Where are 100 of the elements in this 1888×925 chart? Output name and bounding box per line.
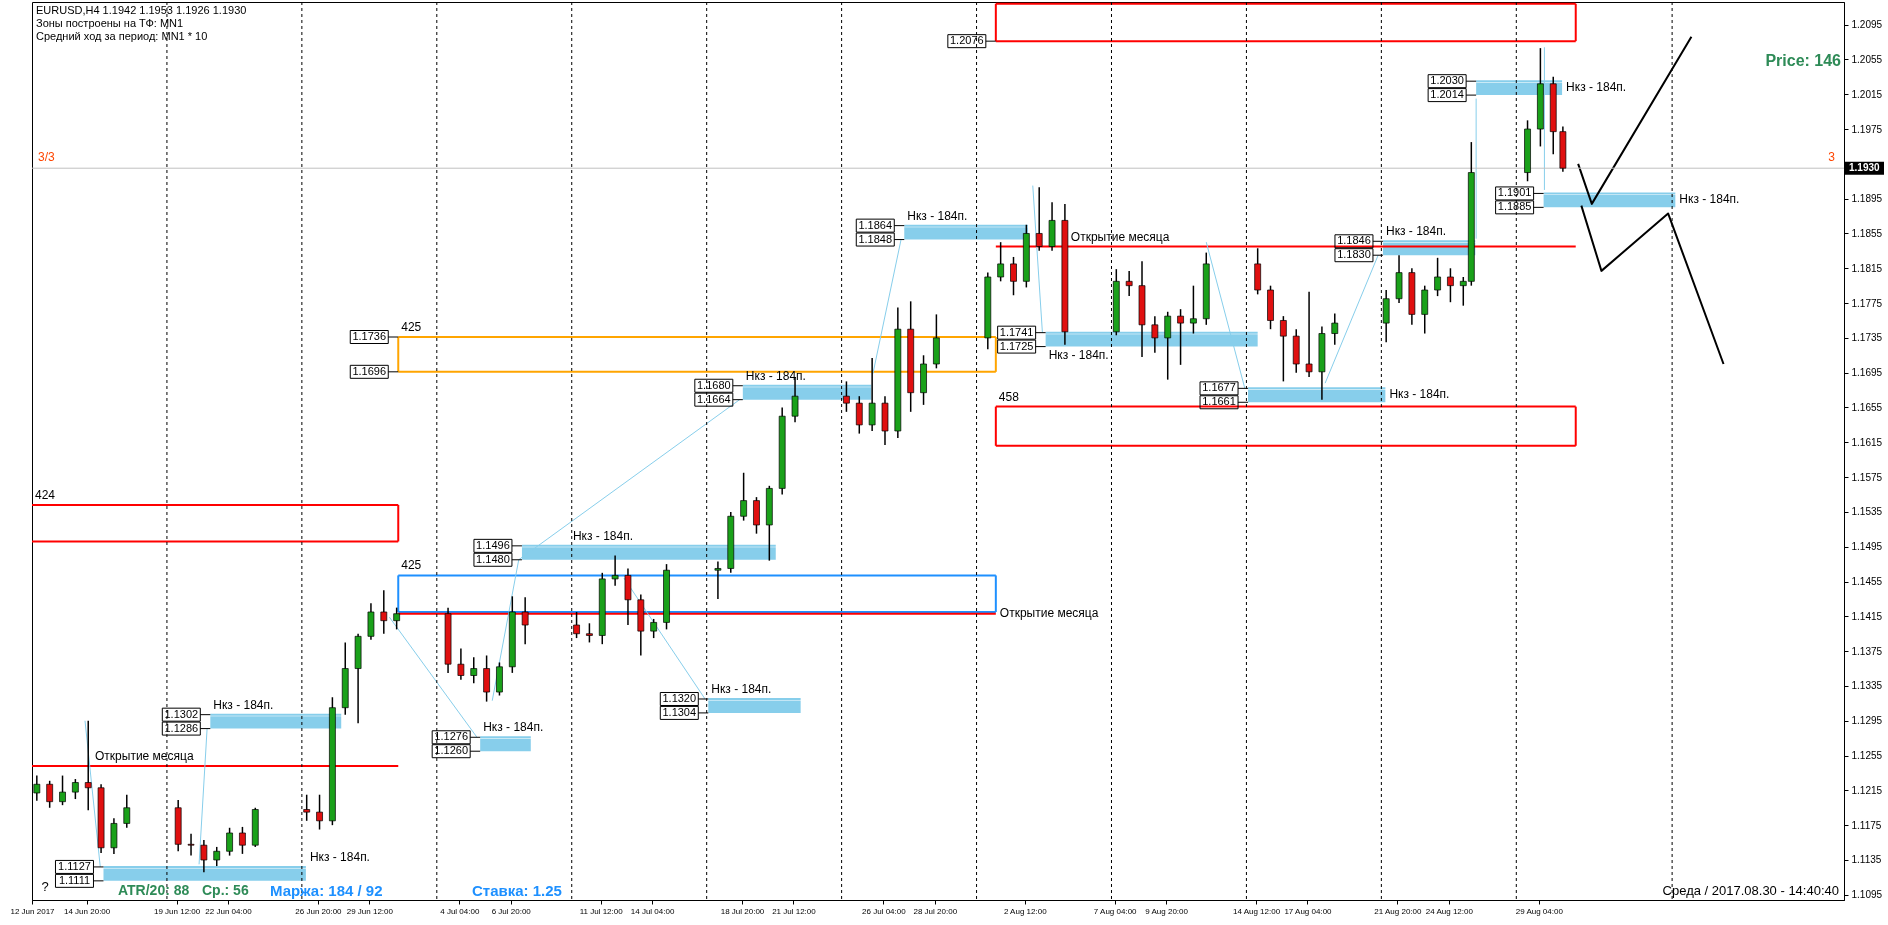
y-tick-label: 1.1535	[1851, 506, 1883, 518]
annotation: 1.1276	[434, 730, 469, 743]
annotation: 1.1260	[434, 744, 469, 757]
annotation: Price: 146	[1765, 52, 1842, 69]
y-tick-label: 1.1575	[1851, 471, 1883, 483]
annotation: 1.1480	[476, 552, 510, 565]
annotation: 1.2030	[1430, 74, 1464, 87]
x-tick-label: 4 Jul 04:00	[440, 906, 480, 916]
y-tick-label: 1.1215	[1851, 784, 1883, 796]
annotation: 1.1302	[164, 707, 199, 720]
annotation: 1.1664	[697, 392, 731, 405]
annotation: EURUSD,H4 1.1942 1.1953 1.1926 1.1930	[36, 4, 247, 16]
series-label: Нкз - 184п.	[1389, 387, 1450, 402]
annotation: 1.1304	[662, 705, 697, 718]
y-tick-label: 1.1295	[1851, 715, 1883, 727]
x-tick-label: 21 Aug 20:00	[1374, 906, 1423, 916]
annotation: 1.1848	[858, 232, 893, 245]
x-tick-label: 24 Aug 12:00	[1425, 906, 1474, 916]
y-tick-label: 1.1695	[1851, 367, 1883, 379]
y-tick-label: 1.2055	[1851, 53, 1883, 65]
series-label: 425	[401, 558, 422, 573]
x-tick-label: 29 Jun 12:00	[346, 906, 394, 916]
y-tick-label: 1.1775	[1851, 297, 1883, 309]
x-tick-label: 7 Aug 04:00	[1093, 906, 1138, 916]
y-tick-label: 1.1735	[1851, 332, 1883, 344]
series-label: Открытие месяца	[95, 749, 194, 763]
series-label: Нкз - 184п.	[1048, 347, 1109, 362]
annotation: Маржа: 184 / 92	[270, 882, 383, 899]
annotation: 1.1286	[164, 721, 199, 734]
annotation: Зоны построены на ТФ: MN1	[36, 17, 184, 29]
annotation: 1.1496	[476, 538, 510, 551]
x-tick-label: 14 Jun 20:00	[63, 906, 111, 916]
annotation: 1.1680	[697, 378, 731, 391]
y-tick-label: 1.1975	[1851, 123, 1883, 135]
series-label: Нкз - 184п.	[745, 368, 806, 383]
series-label: Нкз - 184п.	[572, 528, 634, 543]
y-tick-label: 1.1255	[1851, 750, 1883, 762]
x-tick-label: 28 Jul 20:00	[913, 906, 958, 916]
x-tick-label: 22 Jun 04:00	[205, 906, 253, 916]
y-tick-label: 1.1655	[1851, 401, 1883, 413]
x-tick-label: 14 Jul 04:00	[630, 906, 675, 916]
series-label: Открытие месяца	[999, 605, 1099, 620]
annotation: 1.1127	[58, 859, 91, 872]
y-tick-label: 1.1415	[1851, 610, 1883, 622]
annotation: 1.1320	[662, 691, 697, 704]
y-tick-label: 1.1815	[1851, 262, 1883, 274]
series-label: Нкз - 184п.	[1566, 80, 1627, 95]
x-tick-label: 14 Aug 12:00	[1232, 906, 1281, 916]
series-label: Нкз - 184п.	[1385, 224, 1447, 239]
annotation: Ставка: 1.25	[472, 882, 562, 899]
annotation: ?	[41, 879, 49, 894]
annotation: 1.1736	[352, 330, 387, 343]
annotation: 1.1111	[58, 873, 91, 886]
x-tick-label: 9 Aug 20:00	[1145, 906, 1189, 916]
series-label: Нкз - 184п.	[1679, 192, 1740, 207]
series-label: 458	[998, 389, 1020, 404]
series-label: Нкз - 184п.	[309, 849, 370, 864]
annotation: 1.1661	[1202, 395, 1236, 408]
annotation: 1.1864	[858, 218, 893, 231]
y-tick-label: 1.1095	[1851, 889, 1883, 901]
annotation: 1.1741	[999, 325, 1034, 338]
x-tick-label: 11 Jul 12:00	[579, 906, 624, 916]
y-tick-label: 1.1455	[1851, 576, 1883, 588]
y-tick-label: 1.1135	[1851, 854, 1882, 866]
x-tick-label: 2 Aug 12:00	[1003, 906, 1048, 916]
annotation: 1.2076	[950, 34, 984, 47]
annotation: ATR/20: 88	[118, 882, 190, 898]
x-tick-label: 29 Aug 04:00	[1515, 906, 1564, 916]
annotation: Ср.: 56	[202, 882, 249, 898]
annotation: 1.1677	[1202, 381, 1236, 394]
x-tick-label: 18 Jul 20:00	[720, 906, 765, 916]
y-tick-label: 1.1175	[1851, 819, 1882, 831]
y-tick-label: 1.1495	[1851, 541, 1883, 553]
annotation: 1.1885	[1497, 200, 1532, 213]
ref-line-label: 1.1930	[1849, 162, 1881, 174]
annotation: 3	[1828, 150, 1836, 164]
annotation: 3/3	[38, 150, 56, 164]
series-label: Нкз - 184п.	[213, 697, 274, 712]
series-label: 424	[35, 487, 56, 502]
x-tick-label: 26 Jun 20:00	[295, 906, 343, 916]
y-tick-label: 1.2095	[1851, 19, 1883, 31]
y-tick-label: 1.1615	[1851, 436, 1883, 448]
annotation: Среда / 2017.08.30 - 14:40:40	[1662, 883, 1839, 898]
series-label: Нкз - 184п.	[483, 720, 544, 735]
annotation: 1.1830	[1337, 248, 1371, 261]
x-tick-label: 26 Jul 04:00	[862, 906, 907, 916]
y-tick-label: 1.1375	[1851, 645, 1883, 657]
y-tick-label: 1.1895	[1851, 193, 1883, 205]
y-tick-label: 1.2015	[1851, 88, 1883, 100]
annotation: 1.1696	[352, 364, 387, 377]
series-label: Открытие месяца	[1070, 229, 1170, 244]
x-tick-label: 6 Jul 20:00	[491, 906, 532, 916]
series-label: Нкз - 184п.	[907, 208, 968, 223]
y-tick-label: 1.1855	[1851, 227, 1883, 239]
annotation: 1.2014	[1430, 88, 1464, 101]
y-tick-label: 1.1335	[1851, 680, 1883, 692]
x-tick-label: 12 Jun 2017	[10, 906, 56, 916]
annotation: 1.1901	[1497, 186, 1532, 199]
annotation: 1.1846	[1337, 234, 1371, 247]
annotation: Средний ход за период: MN1 * 10	[36, 30, 208, 42]
